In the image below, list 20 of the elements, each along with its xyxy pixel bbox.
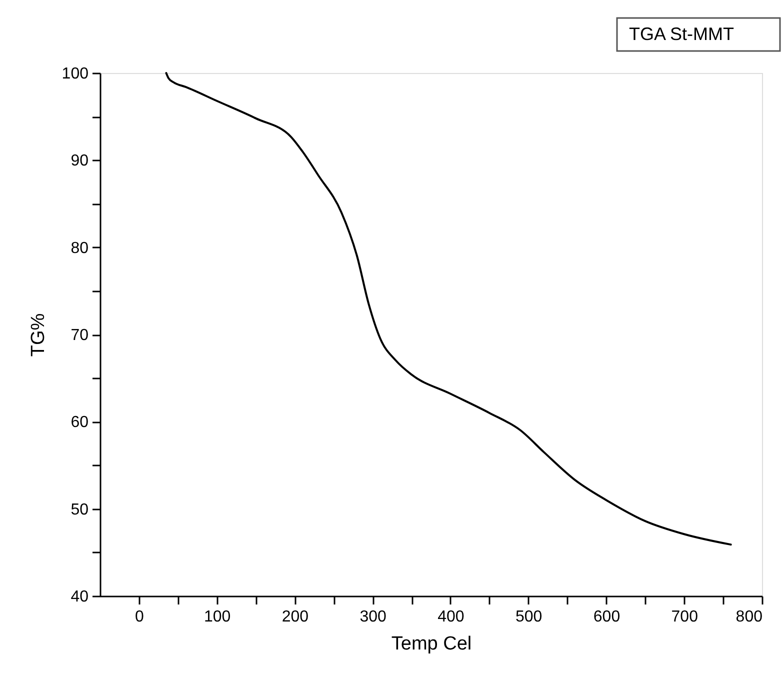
x-tick-label: 0 (134, 608, 144, 626)
x-axis-title: Temp Cel (391, 634, 472, 654)
y-tick-label: 70 (70, 327, 89, 344)
y-tick-label: 100 (62, 66, 89, 82)
y-axis-title: TG% (28, 313, 49, 357)
x-tick-label: 200 (282, 608, 309, 626)
y-tick-label: 60 (70, 414, 89, 432)
x-tick-label: 800 (736, 608, 763, 626)
x-tick-label: 600 (593, 608, 620, 626)
line-series (165, 72, 732, 546)
y-tick-label: 40 (70, 588, 89, 606)
y-tick-label: 90 (70, 152, 89, 170)
text: TGA St-MMT (629, 24, 734, 44)
x-tick-label: 400 (438, 608, 464, 626)
y-tick-label: 50 (70, 501, 89, 518)
x-tick-label: 700 (671, 608, 698, 626)
y-tick-label: 80 (70, 240, 89, 257)
x-tick-label: 300 (360, 608, 387, 626)
x-tick-label: 500 (516, 608, 542, 626)
x-tick-label: 100 (204, 608, 231, 626)
